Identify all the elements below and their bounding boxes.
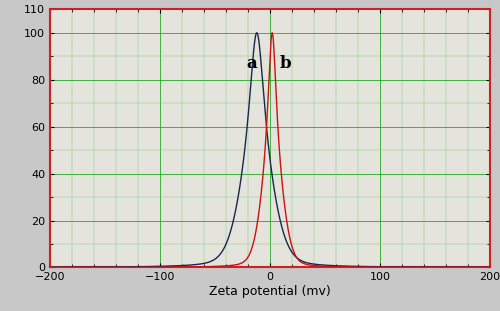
- X-axis label: Zeta potential (mv): Zeta potential (mv): [209, 285, 331, 298]
- Text: a: a: [246, 55, 256, 72]
- Text: b: b: [280, 55, 291, 72]
